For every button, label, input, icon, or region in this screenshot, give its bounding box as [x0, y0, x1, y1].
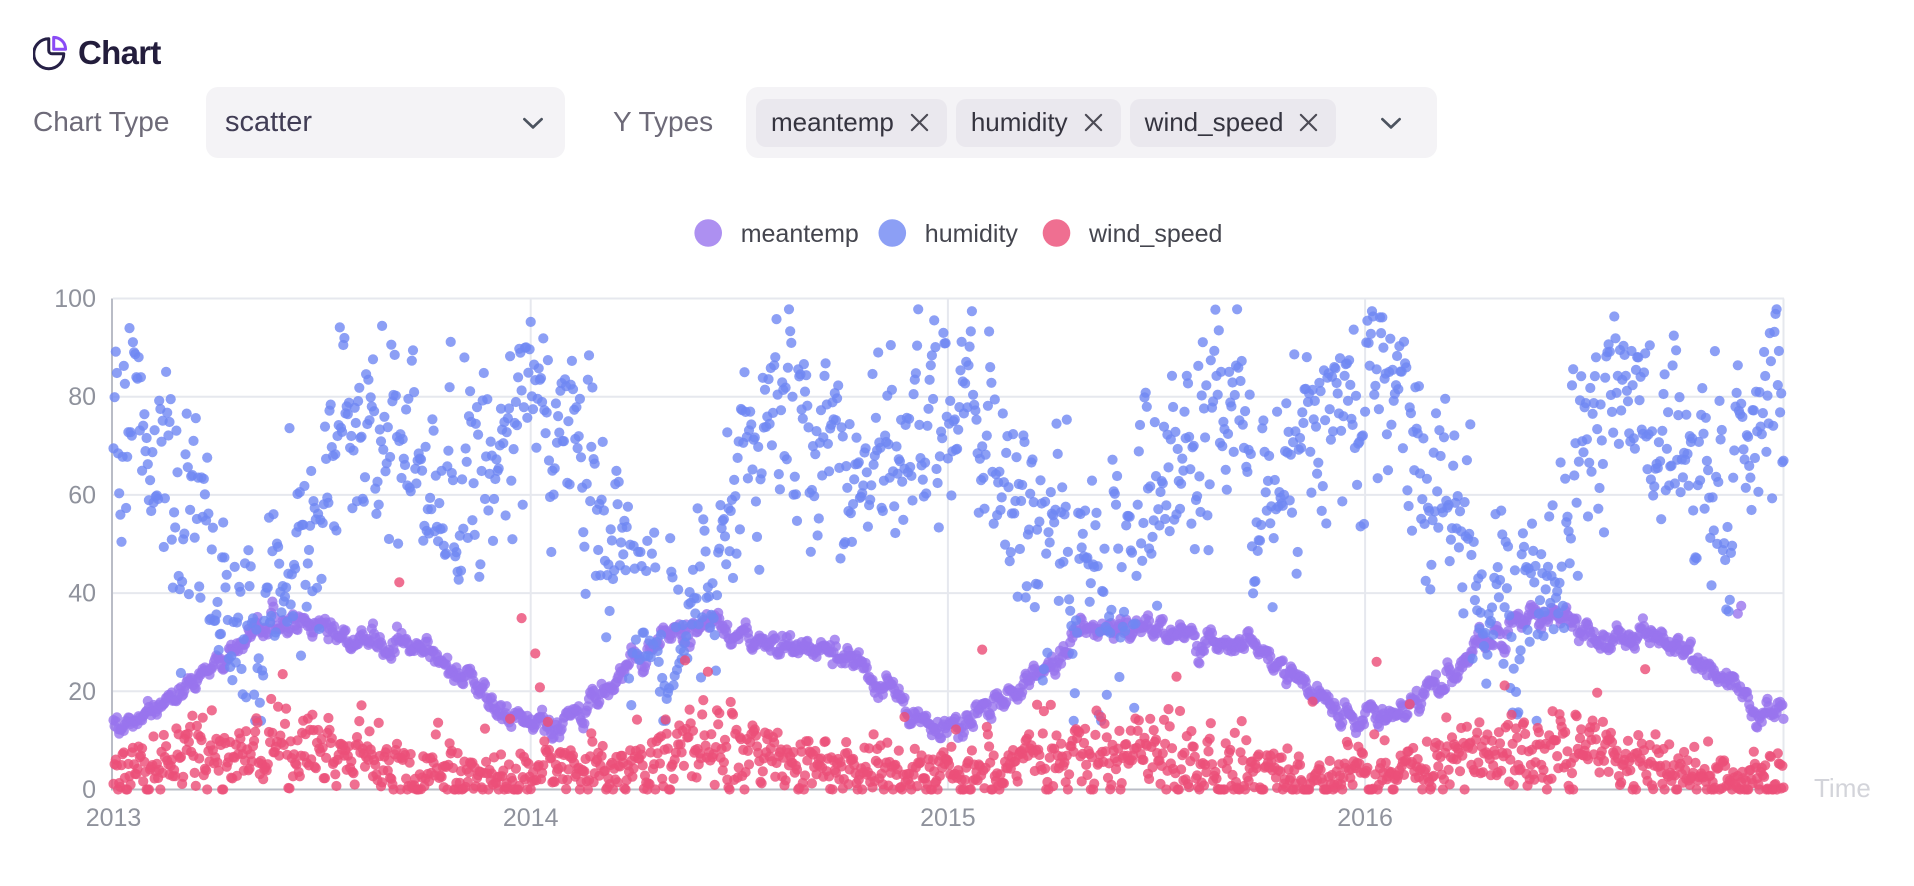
svg-text:2014: 2014 [503, 804, 559, 832]
svg-text:40: 40 [68, 580, 96, 608]
svg-text:0: 0 [82, 776, 96, 804]
svg-text:60: 60 [68, 481, 96, 509]
svg-text:80: 80 [68, 383, 96, 411]
svg-text:20: 20 [68, 678, 96, 706]
svg-text:wind_speed: wind_speed [1088, 220, 1222, 248]
svg-text:2016: 2016 [1337, 804, 1393, 832]
svg-text:2013: 2013 [86, 804, 142, 832]
svg-text:2015: 2015 [920, 804, 976, 832]
svg-text:100: 100 [54, 285, 96, 313]
svg-text:Time: Time [1814, 773, 1871, 803]
svg-text:humidity: humidity [925, 220, 1019, 248]
svg-text:meantemp: meantemp [741, 220, 859, 248]
